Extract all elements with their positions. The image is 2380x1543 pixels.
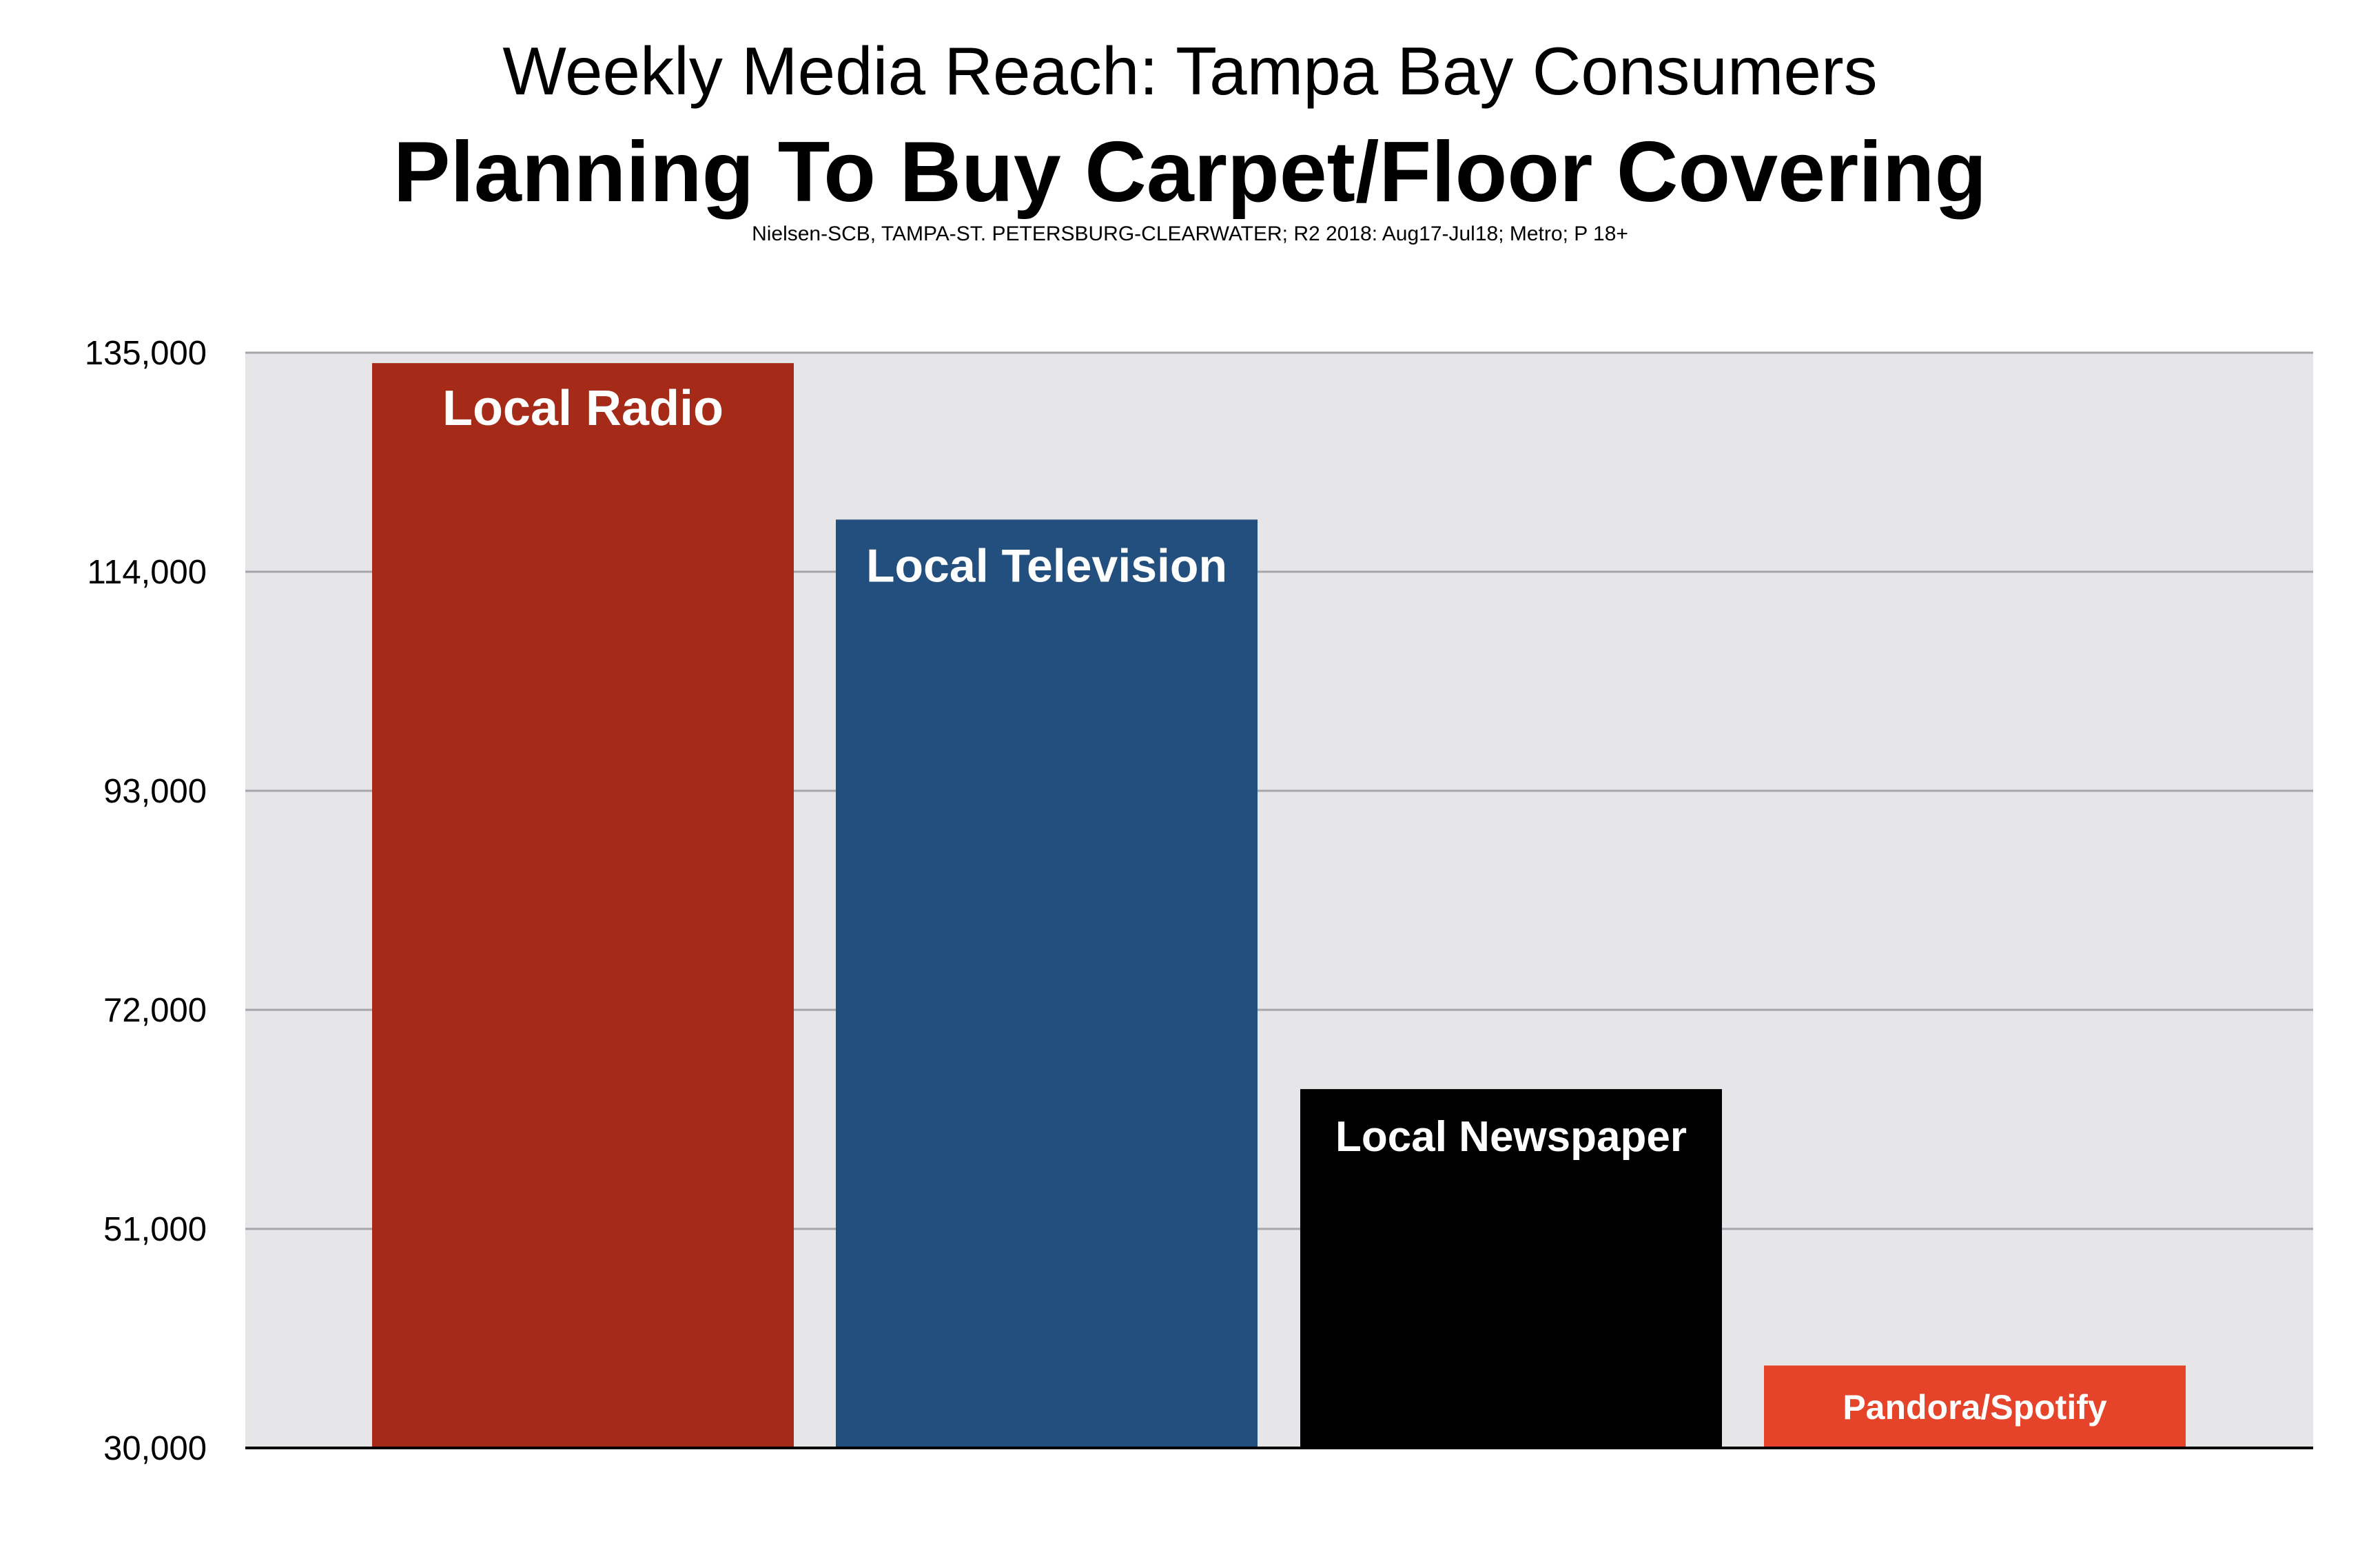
- bar-label: Pandora/Spotify: [1843, 1388, 2107, 1427]
- bar: [372, 363, 794, 1449]
- bars: Local Radio Local Television Local Newspap…: [372, 363, 2186, 1449]
- y-tick-label: 93,000: [103, 773, 207, 810]
- chart-title: Weekly Media Reach: Tampa Bay Consumers: [502, 33, 1878, 109]
- chart-subtitle: Planning To Buy Carpet/Floor Covering: [393, 125, 1987, 220]
- y-tick-label: 135,000: [85, 335, 207, 372]
- y-tick-label: 30,000: [103, 1430, 207, 1467]
- y-tick-label: 114,000: [88, 554, 207, 591]
- bar-label: Local Radio: [442, 381, 724, 436]
- bar-label: Local Television: [866, 539, 1227, 592]
- bar: [1300, 1089, 1722, 1448]
- y-tick-label: 51,000: [103, 1211, 207, 1248]
- chart-source-note: Nielsen-SCB, TAMPA-ST. PETERSBURG-CLEARW…: [752, 222, 1628, 245]
- y-tick-label: 72,000: [103, 992, 207, 1029]
- bar: [836, 519, 1258, 1449]
- y-axis-tick-labels: 30,000 51,000 72,000 93,000 114,000 135,000: [85, 335, 207, 1467]
- bar: [1764, 1365, 2186, 1448]
- bar-label: Local Newspaper: [1335, 1113, 1687, 1161]
